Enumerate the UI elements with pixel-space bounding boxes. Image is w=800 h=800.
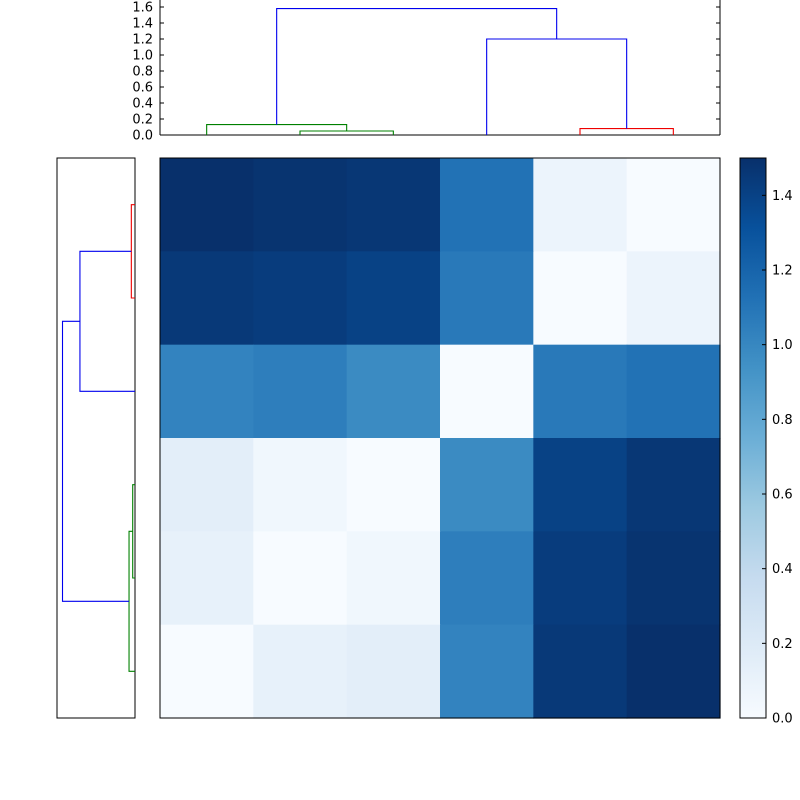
y-tick-label: 0.2 xyxy=(132,113,153,128)
row-dendrogram-border xyxy=(56,157,136,719)
colorbar-tick-label: 1.2 xyxy=(772,264,793,279)
heatmap-cell xyxy=(253,158,348,252)
heatmap-cell xyxy=(346,531,441,626)
y-tick-label: 1.0 xyxy=(132,49,153,64)
heatmap-cell xyxy=(346,158,441,252)
y-tick-label: 1.4 xyxy=(132,17,153,32)
colorbar-border xyxy=(739,157,767,719)
y-tick-label: 0.6 xyxy=(132,81,153,96)
heatmap-cell xyxy=(626,251,721,346)
heatmap-cell xyxy=(253,251,348,346)
colorbar-gradient xyxy=(740,158,766,718)
row-dendrogram xyxy=(56,157,136,719)
heatmap-cell xyxy=(160,438,254,532)
top-dendrogram-link-green xyxy=(206,124,348,135)
row-dendrogram-link-blue xyxy=(61,320,130,602)
heatmap-cell xyxy=(346,624,441,719)
heatmap-cell xyxy=(533,251,628,346)
top-dendrogram: 0.00.20.40.60.81.01.21.41.6 xyxy=(132,0,721,144)
heatmap-cell xyxy=(440,438,534,532)
heatmap-cell xyxy=(626,624,721,719)
y-tick-label: 1.2 xyxy=(132,33,153,48)
heatmap-border xyxy=(159,157,721,719)
heatmap-cell xyxy=(160,158,254,252)
heatmap-cell xyxy=(440,158,534,252)
top-dendrogram-link-green xyxy=(299,130,394,135)
colorbar-tick-label: 0.0 xyxy=(772,712,793,727)
heatmap-cell xyxy=(626,158,721,252)
y-tick-label: 0.0 xyxy=(132,129,153,144)
heatmap-cell xyxy=(346,251,441,346)
heatmap-cell xyxy=(160,251,254,346)
y-tick-label: 0.8 xyxy=(132,65,153,80)
heatmap-cell xyxy=(626,531,721,626)
heatmap-cell xyxy=(533,624,628,719)
top-dendrogram-link-red xyxy=(579,128,674,135)
heatmap-cell xyxy=(533,531,628,626)
heatmap-cell xyxy=(346,438,441,532)
row-dendrogram-link-green xyxy=(128,530,135,672)
top-dendrogram-link-blue xyxy=(276,8,558,125)
colorbar-tick-label: 1.0 xyxy=(772,338,793,353)
heatmap-cell xyxy=(440,624,534,719)
heatmap-cell xyxy=(440,531,534,626)
row-dendrogram-link-green xyxy=(132,484,135,579)
heatmap-cell xyxy=(346,344,441,439)
row-dendrogram-link-blue xyxy=(79,250,135,392)
colorbar-tick-label: 0.6 xyxy=(772,488,793,503)
colorbar-tick-label: 1.4 xyxy=(772,189,793,204)
y-tick-label: 1.6 xyxy=(132,1,153,16)
heatmap-cell xyxy=(253,438,348,532)
heatmap-cell xyxy=(626,344,721,439)
heatmap-cell xyxy=(440,251,534,346)
heatmap-cell xyxy=(160,531,254,626)
heatmap-cell xyxy=(160,624,254,719)
heatmap-cell xyxy=(253,344,348,439)
colorbar-tick-label: 0.2 xyxy=(772,637,793,652)
colorbar: 0.0 0.2 0.4 0.6 0.8 1.0 1.2 1.4 xyxy=(739,157,793,727)
heatmap-cell xyxy=(533,438,628,532)
heatmap xyxy=(159,157,721,719)
row-dendrogram-link-red xyxy=(130,204,135,299)
heatmap-cell xyxy=(160,344,254,439)
colorbar-tick-label: 0.4 xyxy=(772,562,793,577)
colorbar-tick-label: 0.8 xyxy=(772,413,793,428)
heatmap-cell xyxy=(626,438,721,532)
heatmap-cell xyxy=(440,344,534,439)
heatmap-cell xyxy=(533,158,628,252)
top-dendrogram-link-blue xyxy=(486,38,628,135)
y-tick-label: 0.4 xyxy=(132,97,153,112)
heatmap-cell xyxy=(253,531,348,626)
heatmap-cell xyxy=(253,624,348,719)
heatmap-cell xyxy=(533,344,628,439)
